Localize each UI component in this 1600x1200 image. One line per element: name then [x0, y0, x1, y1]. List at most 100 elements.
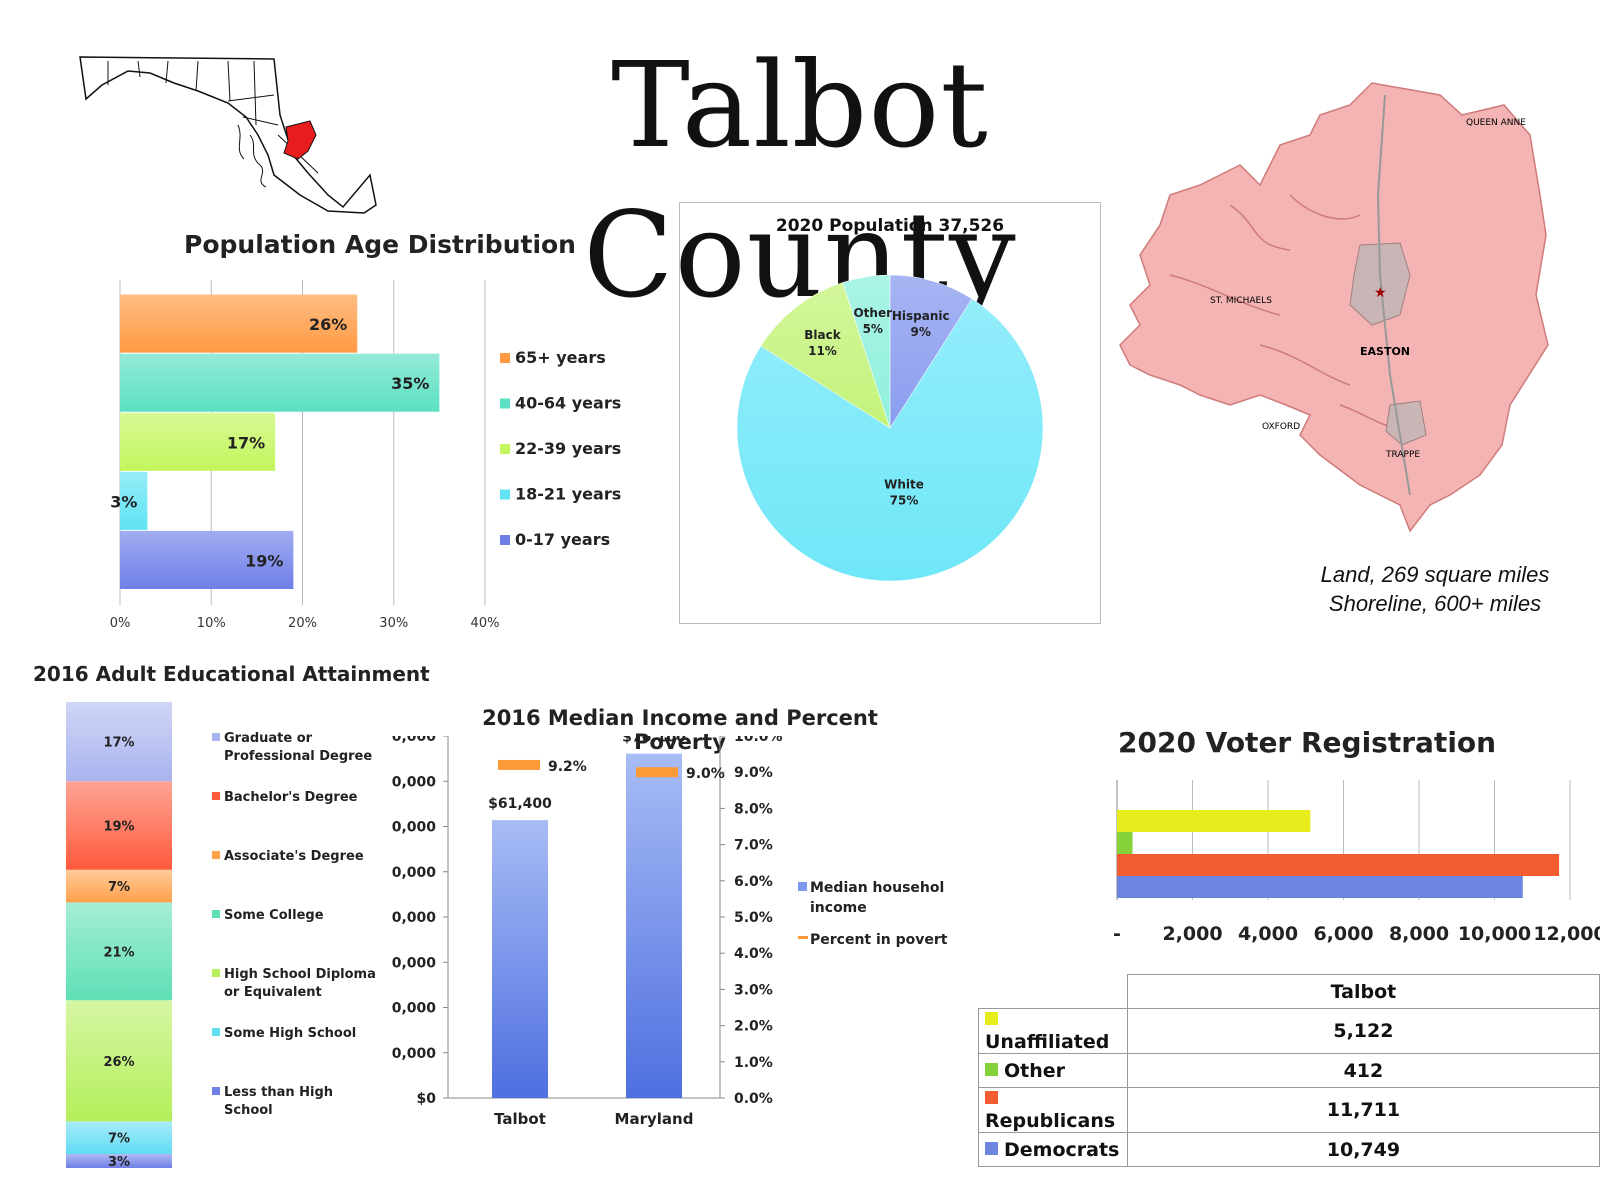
- education-segment: [66, 781, 172, 870]
- income-right-tick: 3.0%: [734, 982, 773, 998]
- voter-registration-chart: - 2,000 4,000 6,000 8,000 10,000 12,000: [1113, 780, 1600, 945]
- pie-slice: [736, 298, 1044, 582]
- income-left-tick: 0,000: [392, 910, 437, 926]
- map-label-queen-anne: QUEEN ANNE: [1466, 118, 1526, 128]
- maryland-outline: [79, 56, 377, 214]
- voter-x-tick: 8,000: [1389, 923, 1449, 945]
- maryland-locator-map: [79, 56, 377, 214]
- map-label-trappe: TRAPPE: [1385, 450, 1420, 460]
- poverty-marker: [498, 759, 540, 770]
- voter-x-tick: 12,000: [1533, 923, 1600, 945]
- education-segment-label: 17%: [103, 736, 134, 751]
- age-bar-label: 19%: [245, 551, 283, 570]
- age-x-tick: 20%: [288, 616, 317, 631]
- income-category-label: Maryland: [615, 1110, 694, 1128]
- age-bar-label: 3%: [110, 492, 137, 511]
- pie-chart-frame: [679, 202, 1101, 624]
- map-caption: Land, 269 square miles Shoreline, 600+ m…: [1290, 560, 1580, 618]
- education-legend-swatch: [212, 910, 220, 918]
- pie-slice: [760, 282, 891, 429]
- age-distribution-chart: 0% 10% 20% 30% 40% 19% 3% 17% 35% 26% 65+ years 40-…: [110, 280, 621, 631]
- poverty-legend-label: Percent in povert: [810, 932, 948, 948]
- map-label-easton: EASTON: [1360, 345, 1410, 358]
- education-stacked-chart: 3% 7% 26% 21% 7% 19% 17% Graduate or Professiona…: [66, 702, 376, 1170]
- education-segment: [66, 902, 172, 1001]
- republicans-swatch: [985, 1091, 998, 1104]
- education-segment-label: 3%: [108, 1155, 130, 1170]
- poverty-legend-swatch: [798, 936, 808, 939]
- table-row: Other 412: [978, 1053, 1600, 1088]
- education-segment-label: 7%: [108, 880, 130, 895]
- age-x-tick: 10%: [197, 616, 226, 631]
- pie-slice-label: Other: [853, 306, 892, 320]
- education-segment: [66, 869, 172, 903]
- pie-slice-value: 75%: [890, 494, 919, 508]
- pie-slice-label: Hispanic: [892, 309, 950, 323]
- voter-chart-title: 2020 Voter Registration: [1118, 726, 1497, 759]
- income-right-tick: 8.0%: [734, 801, 773, 817]
- education-segment: [66, 1154, 172, 1168]
- income-right-tick: 10.0%: [734, 736, 783, 745]
- income-poverty-chart: $0 0,000 0,000 0,000 0,000 0,000 0,000 0,000 0,0…: [392, 736, 948, 1128]
- education-legend-swatch: [212, 851, 220, 859]
- poverty-marker: [636, 767, 678, 778]
- other-swatch: [985, 1062, 998, 1076]
- talbot-county-highlight: [283, 120, 317, 160]
- pie-slice-value: 9%: [911, 325, 931, 339]
- income-left-tick: 0,000: [392, 736, 437, 745]
- education-legend-swatch: [212, 792, 220, 800]
- pie-slice-label: White: [884, 478, 924, 492]
- voter-x-tick: 6,000: [1313, 923, 1373, 945]
- income-right-tick: 7.0%: [734, 838, 773, 854]
- education-legend-label: Less than High School: [224, 1085, 333, 1118]
- row-label: Republicans: [985, 1110, 1116, 1132]
- education-legend-label: High School Diploma or Equivalent: [224, 967, 376, 1000]
- map-caption-land: Land, 269 square miles: [1320, 562, 1550, 587]
- population-pie-chart: 2020 Population 37,526 Hispanic 9% White 75%…: [736, 216, 1044, 582]
- education-segment: [66, 1000, 172, 1122]
- education-segment: [66, 1121, 172, 1155]
- education-legend-label: Bachelor's Degree: [224, 790, 358, 805]
- pie-slice-value: 5%: [863, 322, 883, 336]
- age-x-tick: 40%: [471, 616, 500, 631]
- income-left-tick: 0,000: [392, 1046, 437, 1062]
- income-chart-title: 2016 Median Income and Percent Poverty: [482, 706, 878, 754]
- pie-title: 2020 Population 37,526: [776, 216, 1004, 236]
- age-bar: [120, 353, 440, 412]
- age-chart-title: Population Age Distribution: [184, 230, 576, 259]
- row-value: 5,122: [1126, 1008, 1600, 1054]
- voter-bar: [1117, 876, 1523, 898]
- age-bar-label: 17%: [227, 433, 265, 452]
- age-legend-label: 65+ years: [515, 348, 606, 367]
- voter-x-tick: 10,000: [1458, 923, 1531, 945]
- pie-slice-value: 11%: [808, 344, 837, 358]
- education-legend-swatch: [212, 1087, 220, 1095]
- age-x-tick: 0%: [110, 616, 131, 631]
- highway-50: [1376, 94, 1411, 496]
- map-caption-shoreline: Shoreline, 600+ miles: [1328, 591, 1542, 616]
- table-row: Unaffiliated 5,122: [978, 1008, 1600, 1054]
- income-right-tick: 1.0%: [734, 1055, 773, 1071]
- voter-x-tick: 4,000: [1238, 923, 1298, 945]
- pie-slice: [842, 274, 891, 429]
- income-right-tick: 5.0%: [734, 910, 773, 926]
- age-legend-swatch: [500, 489, 510, 500]
- income-right-tick: 4.0%: [734, 946, 773, 962]
- education-legend-swatch: [212, 1028, 220, 1036]
- income-category-label: Talbot: [494, 1110, 546, 1128]
- voter-bar: [1117, 832, 1133, 854]
- row-label: Unaffiliated: [985, 1031, 1110, 1053]
- income-left-tick: 0,000: [392, 774, 437, 790]
- income-left-tick: $0: [417, 1091, 437, 1107]
- education-chart-title: 2016 Adult Educational Attainment: [33, 662, 430, 686]
- voter-bar: [1117, 854, 1560, 876]
- age-bar: [120, 294, 358, 353]
- education-legend-label: Graduate or Professional Degree: [224, 731, 372, 764]
- income-bar-label: $61,400: [488, 796, 552, 812]
- table-header-row: Talbot: [979, 974, 1600, 1009]
- income-right-tick: 2.0%: [734, 1019, 773, 1035]
- income-right-tick: 6.0%: [734, 874, 773, 890]
- age-bar-label: 26%: [309, 315, 347, 334]
- income-bar: [492, 820, 548, 1098]
- income-right-tick: 0.0%: [734, 1091, 773, 1107]
